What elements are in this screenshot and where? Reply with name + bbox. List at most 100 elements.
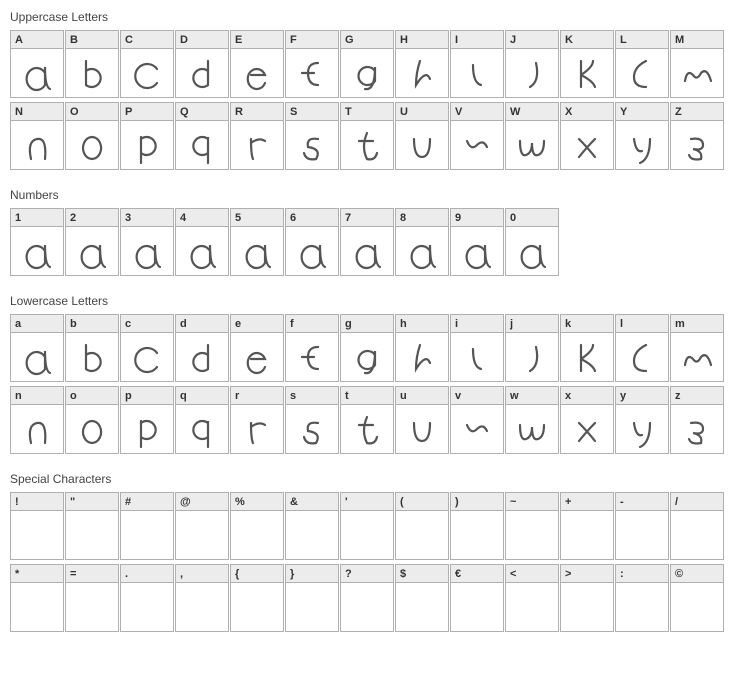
char-cell: p: [120, 386, 174, 454]
char-cell: A: [10, 30, 64, 98]
char-cell: J: [505, 30, 559, 98]
numbers-section: Numbers 1234567890: [10, 188, 738, 276]
char-cell-glyph: [231, 333, 283, 381]
char-cell: w: [505, 386, 559, 454]
char-cell-glyph: [341, 49, 393, 97]
char-cell: 7: [340, 208, 394, 276]
char-cell-glyph: [176, 333, 228, 381]
char-cell-header: J: [506, 31, 558, 49]
char-cell-header: @: [176, 493, 228, 511]
char-cell-header: *: [11, 565, 63, 583]
char-cell-header: {: [231, 565, 283, 583]
char-cell-glyph: [616, 333, 668, 381]
char-cell-glyph: [286, 227, 338, 275]
char-cell: X: [560, 102, 614, 170]
char-cell-header: 0: [506, 209, 558, 227]
char-cell-header: g: [341, 315, 393, 333]
char-cell-glyph: [396, 333, 448, 381]
char-cell: V: [450, 102, 504, 170]
char-cell: g: [340, 314, 394, 382]
char-cell-glyph: [11, 49, 63, 97]
char-cell-glyph: [11, 511, 63, 559]
char-cell-glyph: [616, 49, 668, 97]
char-cell: G: [340, 30, 394, 98]
char-cell: ©: [670, 564, 724, 632]
char-cell-glyph: [121, 49, 173, 97]
char-cell-glyph: [286, 511, 338, 559]
char-cell-glyph: [396, 227, 448, 275]
char-cell: ~: [505, 492, 559, 560]
char-cell: Q: [175, 102, 229, 170]
char-cell-glyph: [176, 583, 228, 631]
char-cell: d: [175, 314, 229, 382]
char-cell-glyph: [121, 333, 173, 381]
char-cell: 4: [175, 208, 229, 276]
char-cell-header: i: [451, 315, 503, 333]
char-cell-header: X: [561, 103, 613, 121]
char-cell: ': [340, 492, 394, 560]
char-cell-header: &: [286, 493, 338, 511]
char-cell-header: Y: [616, 103, 668, 121]
char-cell-header: 4: [176, 209, 228, 227]
char-cell-glyph: [341, 583, 393, 631]
char-cell-header: +: [561, 493, 613, 511]
char-cell-header: K: [561, 31, 613, 49]
char-cell-header: n: [11, 387, 63, 405]
char-cell-header: q: [176, 387, 228, 405]
char-cell-glyph: [561, 333, 613, 381]
char-cell-header: m: [671, 315, 723, 333]
char-cell-header: W: [506, 103, 558, 121]
char-cell-glyph: [451, 583, 503, 631]
char-cell-header: -: [616, 493, 668, 511]
char-cell-header: y: [616, 387, 668, 405]
char-cell: :: [615, 564, 669, 632]
char-cell-glyph: [121, 405, 173, 453]
char-cell-header: k: [561, 315, 613, 333]
char-cell: #: [120, 492, 174, 560]
char-cell-glyph: [66, 583, 118, 631]
char-cell-header: s: [286, 387, 338, 405]
char-cell: 0: [505, 208, 559, 276]
char-cell: &: [285, 492, 339, 560]
char-cell-glyph: [506, 405, 558, 453]
char-cell-glyph: [616, 405, 668, 453]
uppercase-title: Uppercase Letters: [10, 10, 738, 24]
char-cell-header: }: [286, 565, 338, 583]
char-cell-glyph: [561, 121, 613, 169]
char-cell: o: [65, 386, 119, 454]
char-cell-glyph: [671, 583, 723, 631]
char-cell-glyph: [11, 583, 63, 631]
char-cell-glyph: [231, 405, 283, 453]
char-cell: c: [120, 314, 174, 382]
char-cell-glyph: [506, 49, 558, 97]
char-cell: k: [560, 314, 614, 382]
char-cell-header: .: [121, 565, 173, 583]
char-cell: K: [560, 30, 614, 98]
char-cell-glyph: [451, 333, 503, 381]
uppercase-grid: ABCDEFGHIJKLMNOPQRSTUVWXYZ: [10, 30, 738, 170]
char-cell-header: ": [66, 493, 118, 511]
char-cell-header: 1: [11, 209, 63, 227]
char-cell: B: [65, 30, 119, 98]
char-cell-header: €: [451, 565, 503, 583]
char-cell-header: z: [671, 387, 723, 405]
char-cell: {: [230, 564, 284, 632]
char-cell-glyph: [506, 333, 558, 381]
char-cell-glyph: [231, 583, 283, 631]
char-cell-glyph: [176, 511, 228, 559]
lowercase-section: Lowercase Letters abcdefghijklmnopqrstuv…: [10, 294, 738, 454]
char-cell: +: [560, 492, 614, 560]
char-cell-header: c: [121, 315, 173, 333]
char-cell: y: [615, 386, 669, 454]
char-cell-header: C: [121, 31, 173, 49]
char-cell: q: [175, 386, 229, 454]
char-cell: a: [10, 314, 64, 382]
char-cell: (: [395, 492, 449, 560]
char-cell: u: [395, 386, 449, 454]
char-cell-header: O: [66, 103, 118, 121]
char-cell-glyph: [11, 121, 63, 169]
char-cell-header: P: [121, 103, 173, 121]
char-cell-header: Q: [176, 103, 228, 121]
char-cell-header: U: [396, 103, 448, 121]
char-cell: x: [560, 386, 614, 454]
